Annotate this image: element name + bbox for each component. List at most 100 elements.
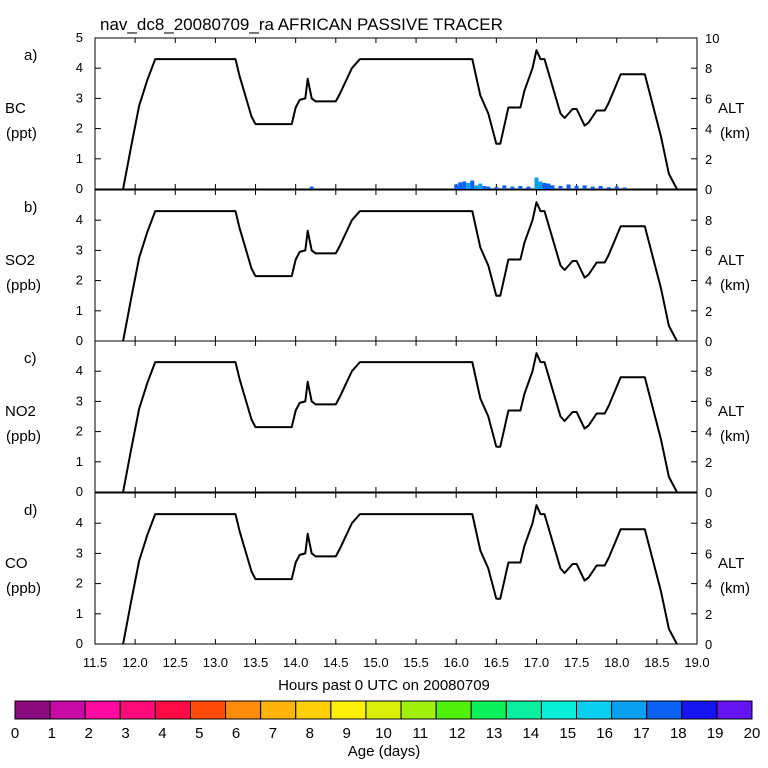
alt-label: ALT <box>718 252 744 269</box>
left-tick-label: 4 <box>76 212 83 227</box>
tracer-bar <box>470 180 475 189</box>
tracer-bar <box>542 182 547 189</box>
species-label: NO2 <box>5 403 36 420</box>
panel-no2: 0 1 2 3 4 0 2 4 6 8 c) NO2 (ppb) ALT (km) <box>5 340 750 500</box>
x-tick-label: 16.0 <box>444 655 469 670</box>
x-tick-label: 13.5 <box>243 655 268 670</box>
colorbar-tick-label: 9 <box>342 725 350 742</box>
right-tick-label: 4 <box>705 425 712 440</box>
panel-co: 0 1 2 3 4 0 2 4 6 8 d) CO (ppb) ALT (km) <box>5 492 750 652</box>
x-tick-label: 15.5 <box>403 655 428 670</box>
tracer-bar <box>574 185 579 189</box>
tracer-bar <box>494 187 499 189</box>
x-axis-label: Hours past 0 UTC on 20080709 <box>278 677 490 694</box>
tracer-bar <box>518 185 523 189</box>
tracer-bar <box>510 186 515 189</box>
right-tick-label: 2 <box>705 607 712 622</box>
species-unit: (ppt) <box>6 125 37 142</box>
alt-unit: (km) <box>720 428 750 445</box>
x-tick-label: 13.0 <box>203 655 228 670</box>
tracer-bar <box>582 185 587 189</box>
x-axis: 11.5 12.0 12.5 13.0 13.5 14.0 14.5 15.0 15.5 16.0… <box>83 655 710 670</box>
right-tick-label: 4 <box>705 122 712 137</box>
right-tick-label: 6 <box>705 394 712 409</box>
right-tick-label: 2 <box>705 304 712 319</box>
right-tick-label: 8 <box>705 61 712 76</box>
chart-title: nav_dc8_20080709_ra AFRICAN PASSIVE TRAC… <box>100 15 503 34</box>
right-tick-label: 8 <box>705 213 712 228</box>
colorbar-swatch <box>470 700 507 720</box>
species-label: BC <box>5 100 26 117</box>
altitude-line <box>122 49 678 190</box>
x-tick-label: 12.5 <box>163 655 188 670</box>
left-tick-label: 1 <box>76 454 83 469</box>
x-tick-label: 15.0 <box>363 655 388 670</box>
colorbar-tick-label: 7 <box>269 725 277 742</box>
right-tick-label: 0 <box>705 182 712 197</box>
left-tick-label: 2 <box>76 576 83 591</box>
colorbar-tick-label: 6 <box>232 725 240 742</box>
panel-bc: 0 1 2 3 4 5 0 2 4 6 8 10 a) BC (ppt) ALT (km) <box>5 30 750 197</box>
colorbar-tick-label: 17 <box>633 725 650 742</box>
tracer-bar <box>482 185 487 189</box>
x-tick-label: 18.0 <box>604 655 629 670</box>
x-tick-label: 14.0 <box>283 655 308 670</box>
tracer-bar <box>466 182 471 189</box>
left-tick-label: 0 <box>76 636 83 651</box>
panel-letter: c) <box>24 350 37 367</box>
colorbar-swatch <box>84 700 121 720</box>
right-tick-label: 6 <box>705 546 712 561</box>
alt-label: ALT <box>718 100 744 117</box>
species-unit: (ppb) <box>6 277 41 294</box>
right-tick-label: 6 <box>705 243 712 258</box>
colorbar-tick-label: 11 <box>413 725 429 742</box>
left-tick-label: 0 <box>76 484 83 499</box>
tracer-bar <box>474 185 479 189</box>
right-tick-label: 0 <box>705 637 712 652</box>
x-tick-label: 17.0 <box>524 655 549 670</box>
right-tick-label: 0 <box>705 334 712 349</box>
colorbar-swatch <box>14 700 51 720</box>
colorbar-swatch <box>646 700 683 720</box>
panel-frame <box>94 37 698 190</box>
colorbar-label: Age (days) <box>348 743 421 760</box>
colorbar-tick-label: 8 <box>306 725 314 742</box>
panel-frame <box>94 492 698 645</box>
tracer-bar <box>622 187 627 189</box>
colorbar-tick-label: 4 <box>158 725 166 742</box>
panels-group: 0123450246810a)BC(ppt)ALT(km)0123402468b… <box>5 30 750 652</box>
left-tick-label: 3 <box>76 545 83 560</box>
right-tick-label: 8 <box>705 516 712 531</box>
tracer-bar <box>462 181 467 189</box>
tracer-bar <box>598 185 603 189</box>
tracer-bar <box>502 185 507 189</box>
colorbar-tick-label: 18 <box>670 725 687 742</box>
colorbar-swatch <box>189 700 227 720</box>
colorbar-tick-label: 10 <box>375 725 392 742</box>
left-tick-label: 1 <box>76 303 83 318</box>
alt-unit: (km) <box>720 125 750 142</box>
panel-letter: a) <box>24 47 37 64</box>
colorbar-tick-label: 14 <box>523 725 540 742</box>
x-tick-label: 17.5 <box>564 655 589 670</box>
panel-frame <box>94 340 698 493</box>
left-tick-label: 5 <box>76 30 83 45</box>
alt-unit: (km) <box>720 580 750 597</box>
alt-label: ALT <box>718 555 744 572</box>
colorbar-swatch <box>611 700 648 720</box>
colorbar-swatch <box>365 700 402 720</box>
tracer-bar <box>526 186 531 189</box>
colorbar-tick-label: 2 <box>85 725 93 742</box>
colorbar-swatch <box>505 700 542 720</box>
colorbar-tick-label: 20 <box>744 725 761 742</box>
left-tick-label: 4 <box>76 363 83 378</box>
panel-letter: b) <box>24 199 37 216</box>
tracer-bar <box>606 187 611 189</box>
colorbar: 0 1 2 3 4 5 6 7 8 9 10 11 12 13 14 15 16 17 18 19 20 <box>11 700 761 742</box>
tracer-bar <box>614 186 619 189</box>
left-tick-label: 2 <box>76 273 83 288</box>
x-tick-label: 19.0 <box>684 655 709 670</box>
colorbar-swatch <box>540 700 578 720</box>
species-unit: (ppb) <box>6 428 41 445</box>
